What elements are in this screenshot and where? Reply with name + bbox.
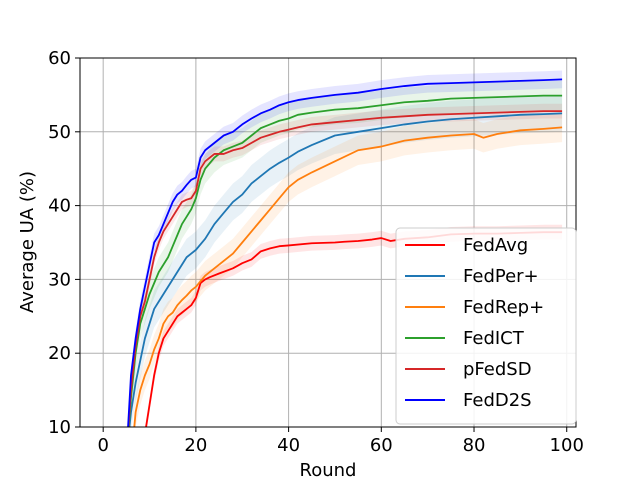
x-tick-label: 100 (550, 435, 584, 456)
line-fedd2s (127, 78, 563, 427)
y-tick-label: 30 (48, 269, 71, 290)
line-pfedsd (127, 110, 563, 427)
y-tick-label: 20 (48, 343, 71, 364)
x-tick-label: 80 (463, 435, 486, 456)
x-tick-label: 40 (277, 435, 300, 456)
legend: FedAvg FedPer+ FedRep+ FedICT pFedSD FedD2S (395, 227, 577, 425)
legend-label-fedict: FedICT (463, 328, 525, 349)
legend-label-fedper: FedPer+ (463, 266, 539, 287)
x-axis-label: Round (300, 460, 357, 480)
x-tick-label: 0 (97, 435, 108, 456)
line-fedrep (133, 126, 563, 427)
y-tick-label: 40 (48, 196, 71, 217)
axis-ticks: 0 20 40 60 80 100 10 20 30 40 50 60 (48, 48, 584, 456)
x-tick-label: 20 (184, 435, 207, 456)
legend-label-fedd2s: FedD2S (463, 390, 532, 411)
band-fedper (127, 94, 563, 427)
y-tick-label: 10 (48, 417, 71, 438)
x-tick-label: 60 (370, 435, 393, 456)
y-axis-label: Average UA (%) (17, 171, 38, 313)
confidence-bands (127, 70, 563, 427)
band-fedrep (132, 112, 563, 427)
line-fedper (128, 112, 563, 427)
y-tick-label: 60 (48, 48, 71, 69)
legend-label-pfedsd: pFedSD (463, 359, 532, 380)
legend-label-fedrep: FedRep+ (463, 297, 544, 318)
y-tick-label: 50 (48, 122, 71, 143)
legend-label-fedavg: FedAvg (463, 235, 528, 256)
line-fedict (127, 94, 563, 427)
